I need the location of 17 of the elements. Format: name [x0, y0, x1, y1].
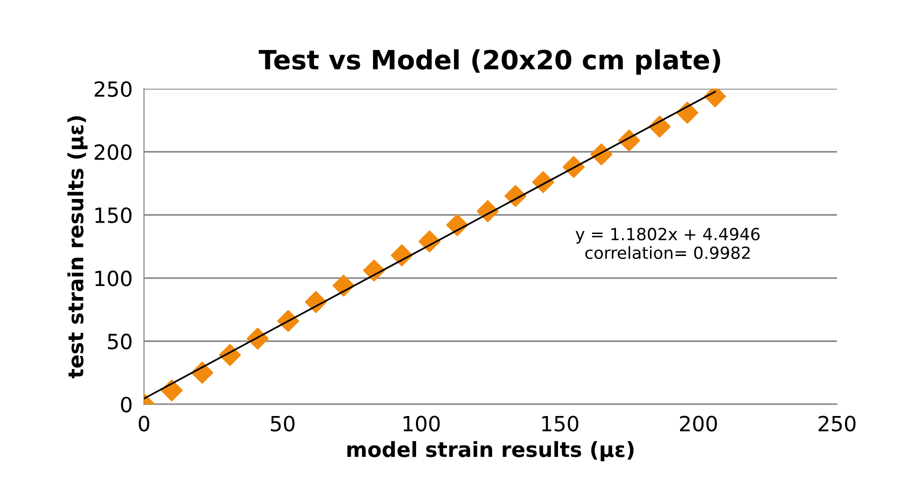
x-tick-label: 0 [138, 416, 150, 432]
x-tick-label: 100 [404, 416, 440, 432]
chart-title: Test vs Model (20x20 cm plate) [258, 49, 720, 75]
x-tick-label: 50 [270, 416, 294, 432]
x-tick-label: 200 [680, 416, 717, 432]
x-axis-title: model strain results (με) [347, 441, 634, 462]
x-tick-label: 150 [542, 416, 578, 432]
y-tick-label: 50 [108, 334, 132, 350]
annotation: y = 1.1802x + 4.4946 correlation= 0.9982 [576, 228, 760, 260]
x-tick-label: 250 [818, 416, 856, 432]
point [160, 379, 183, 402]
y-tick-label: 200 [94, 144, 132, 160]
y-tick-label: 0 [121, 396, 132, 412]
y-tick-label: 100 [95, 270, 132, 286]
y-tick-label: 150 [95, 207, 132, 224]
y-axis-title: test strain results (με) [67, 116, 88, 378]
y-tick-label: 250 [94, 81, 132, 97]
